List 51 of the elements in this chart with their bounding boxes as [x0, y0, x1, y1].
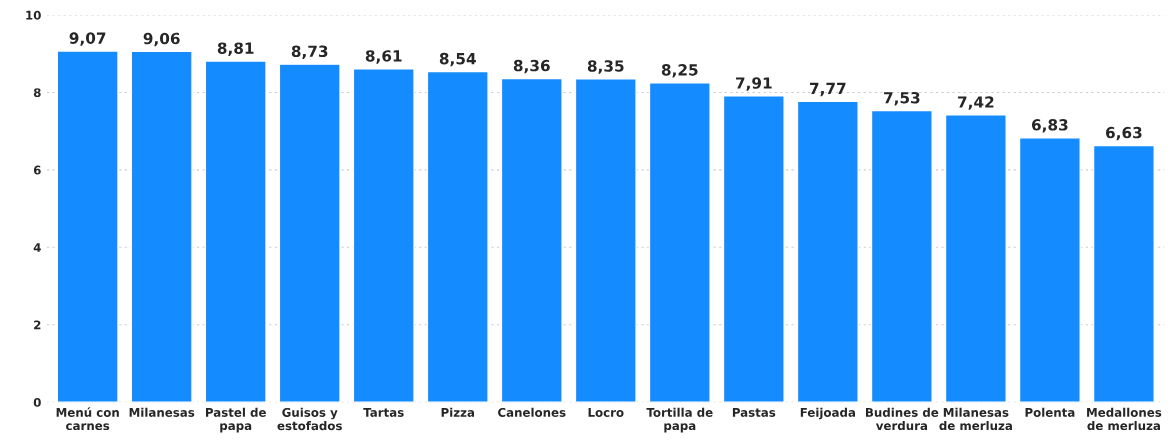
- bar: [796, 100, 859, 403]
- x-tick-label: Pastel de papa: [205, 407, 266, 433]
- data-label: 8,36: [513, 59, 550, 74]
- data-label: 8,73: [291, 45, 328, 59]
- y-tick-label: 10: [26, 10, 41, 20]
- x-tick-label: Medallones de merluza: [1087, 407, 1162, 431]
- x-tick-label: Milanesas de merluza: [939, 407, 1012, 431]
- data-label: 8,35: [587, 60, 624, 74]
- x-tick-label: Feijoada: [800, 407, 855, 420]
- bar: [722, 95, 785, 403]
- x-tick-label: Pastas: [732, 408, 776, 417]
- bar: [944, 114, 1007, 403]
- y-tick-label: 2: [34, 320, 41, 330]
- data-label: 7,91: [735, 77, 772, 91]
- bar: [56, 50, 119, 403]
- bar: [500, 77, 563, 403]
- y-tick-label: 8: [33, 88, 41, 98]
- data-label: 7,53: [884, 91, 920, 106]
- data-label: 8,81: [217, 42, 254, 56]
- x-tick-label: Locro: [588, 408, 624, 417]
- bar: [1018, 137, 1081, 403]
- bar: [130, 50, 193, 403]
- x-tick-label: Polenta: [1025, 407, 1075, 417]
- y-tick-label: 0: [33, 397, 41, 407]
- y-tick-label: 4: [33, 243, 41, 252]
- data-label: 8,25: [661, 64, 698, 78]
- bar: [426, 70, 489, 403]
- x-tick-label: Canelones: [498, 407, 566, 417]
- x-tick-label: Budines de verdura: [865, 407, 939, 431]
- x-tick-label: Tortilla de papa: [646, 407, 713, 433]
- bar: [870, 109, 933, 403]
- data-label: 8,54: [439, 52, 476, 67]
- data-label: 6,63: [1106, 126, 1142, 141]
- bar: [1092, 144, 1155, 403]
- data-label: 9,07: [69, 32, 106, 46]
- x-tick-label: Milanesas: [129, 407, 195, 417]
- x-tick-label: Guisos y estofados: [277, 407, 342, 431]
- y-tick-label: 6: [33, 165, 41, 175]
- bar: [648, 82, 711, 403]
- x-tick-label: Pizza: [441, 407, 475, 417]
- data-label: 9,06: [143, 32, 180, 47]
- data-label: 8,61: [365, 50, 402, 64]
- bar: [352, 68, 415, 403]
- bar: [574, 78, 637, 403]
- bar: [278, 63, 341, 403]
- x-tick-label: Menú con carnes: [56, 407, 119, 431]
- data-label: 7,42: [958, 96, 994, 110]
- x-tick-label: Tartas: [363, 408, 404, 417]
- data-label: 6,83: [1031, 119, 1068, 133]
- bar: [204, 60, 267, 403]
- data-label: 7,77: [810, 82, 846, 97]
